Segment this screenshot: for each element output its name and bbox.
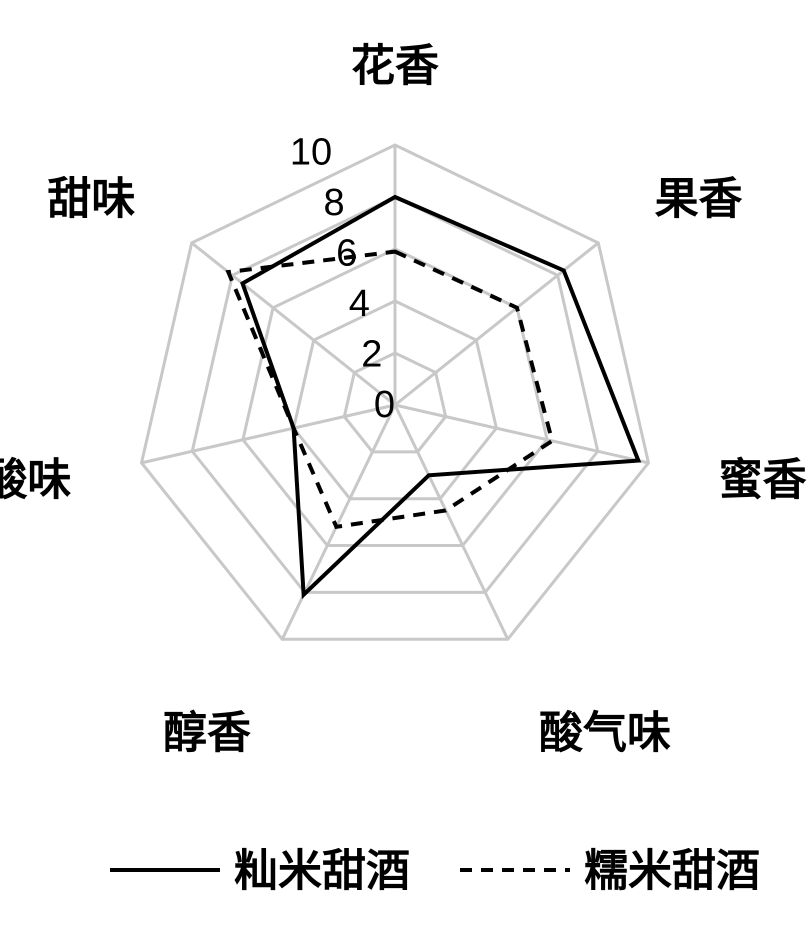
tick-label: 0	[374, 384, 395, 426]
legend-label: 糯米甜酒	[584, 846, 760, 895]
tick-label: 10	[290, 132, 332, 174]
axis-label: 果香	[655, 174, 743, 223]
radar-chart-container: 0 2 4 6 8 10 花香果香蜜香酸气味 醇香 酸味 甜味籼米甜酒 糯米甜酒	[0, 0, 807, 932]
axis-label: 酸味	[0, 455, 71, 504]
tick-label: 4	[349, 283, 370, 325]
radar-chart: 0 2 4 6 8 10 花香果香蜜香酸气味 醇香 酸味 甜味籼米甜酒 糯米甜酒	[0, 0, 807, 932]
chart-background	[0, 0, 807, 932]
axis-label: 花香	[351, 41, 439, 90]
axis-label: 醇香	[163, 709, 251, 758]
axis-label: 蜜香	[719, 455, 807, 504]
tick-label: 8	[324, 182, 345, 224]
tick-label: 2	[361, 334, 382, 376]
legend-label: 籼米甜酒	[234, 846, 410, 895]
axis-label: 酸气味	[539, 709, 671, 758]
tick-label: 6	[336, 233, 357, 275]
axis-label: 甜味	[47, 174, 135, 223]
